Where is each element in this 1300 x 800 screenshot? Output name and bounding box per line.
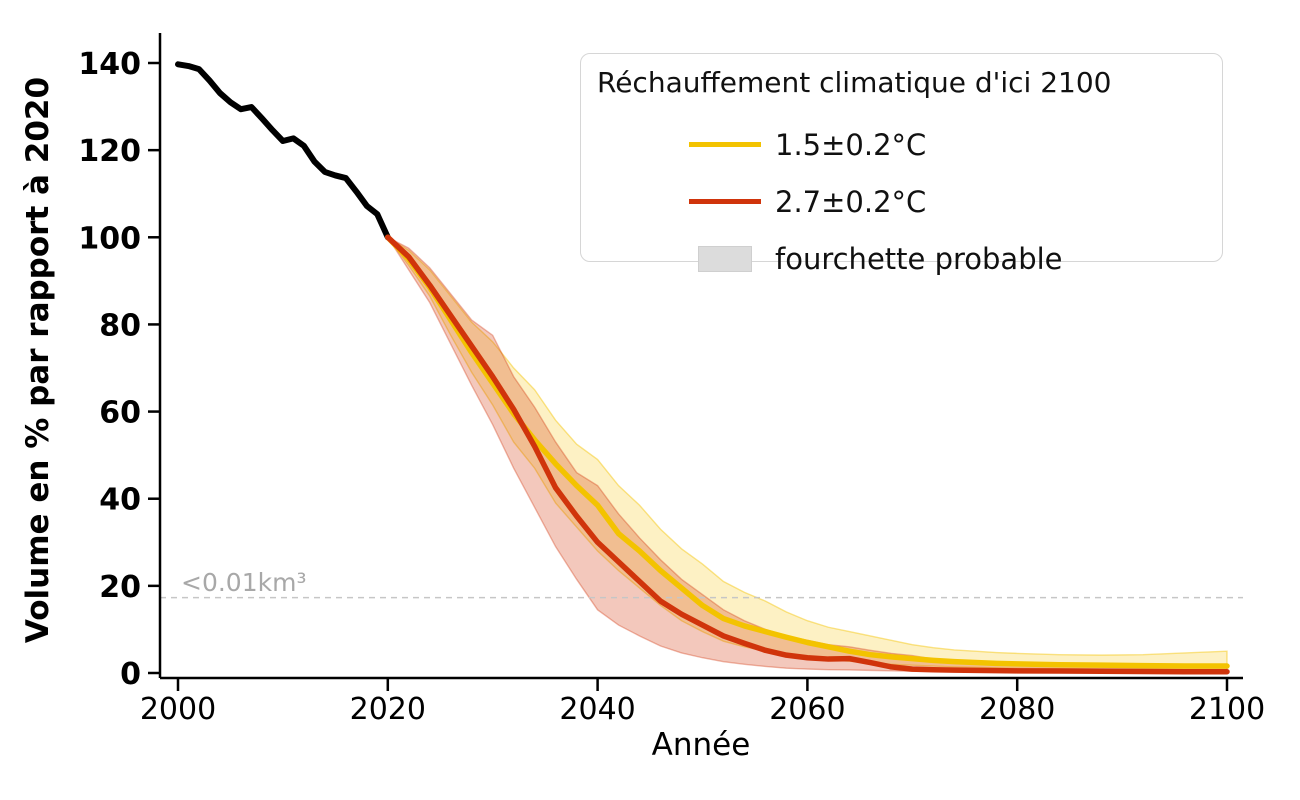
y-axis-label: Volume en % par rapport à 2020 bbox=[20, 77, 56, 643]
threshold-label: <0.01km³ bbox=[181, 568, 306, 597]
x-tick-label: 2000 bbox=[140, 692, 216, 727]
legend-rows: 1.5±0.2°C 2.7±0.2°C fourchette probable bbox=[581, 116, 1222, 287]
band-2.7c bbox=[385, 235, 1228, 674]
legend-entry: 1.5±0.2°C bbox=[581, 116, 1222, 173]
y-tick-label: 140 bbox=[78, 47, 141, 82]
y-tick-label: 80 bbox=[99, 308, 141, 343]
legend-line-swatch bbox=[689, 142, 761, 147]
y-tick-label: 40 bbox=[99, 483, 141, 518]
y-tick-label: 120 bbox=[78, 134, 141, 169]
legend-patch-swatch bbox=[689, 245, 761, 272]
y-tick-label: 0 bbox=[120, 657, 141, 692]
legend: Réchauffement climatique d'ici 2100 1.5±… bbox=[580, 53, 1223, 276]
swatch-color bbox=[689, 142, 761, 147]
legend-entry-label: fourchette probable bbox=[775, 241, 1063, 276]
band-1.5c bbox=[387, 236, 1228, 671]
swatch-color bbox=[689, 199, 761, 204]
y-tick-label: 20 bbox=[99, 570, 141, 605]
y-tick-label: 100 bbox=[78, 221, 141, 256]
legend-line-swatch bbox=[689, 199, 761, 204]
x-tick-label: 2080 bbox=[979, 692, 1055, 727]
legend-title: Réchauffement climatique d'ici 2100 bbox=[597, 66, 1112, 99]
legend-entry-label: 2.7±0.2°C bbox=[775, 184, 927, 219]
x-axis-label: Année bbox=[652, 727, 751, 763]
x-tick-label: 2040 bbox=[559, 692, 635, 727]
line-historical bbox=[175, 61, 391, 241]
x-tick-label: 2100 bbox=[1189, 692, 1265, 727]
legend-entry: 2.7±0.2°C bbox=[581, 173, 1222, 230]
legend-entry-label: 1.5±0.2°C bbox=[775, 127, 927, 162]
x-tick-label: 2020 bbox=[350, 692, 426, 727]
legend-entry: fourchette probable bbox=[581, 230, 1222, 287]
x-tick-label: 2060 bbox=[769, 692, 845, 727]
y-tick-label: 60 bbox=[99, 396, 141, 431]
swatch-color bbox=[698, 245, 752, 272]
line-2.7c bbox=[385, 234, 1230, 675]
